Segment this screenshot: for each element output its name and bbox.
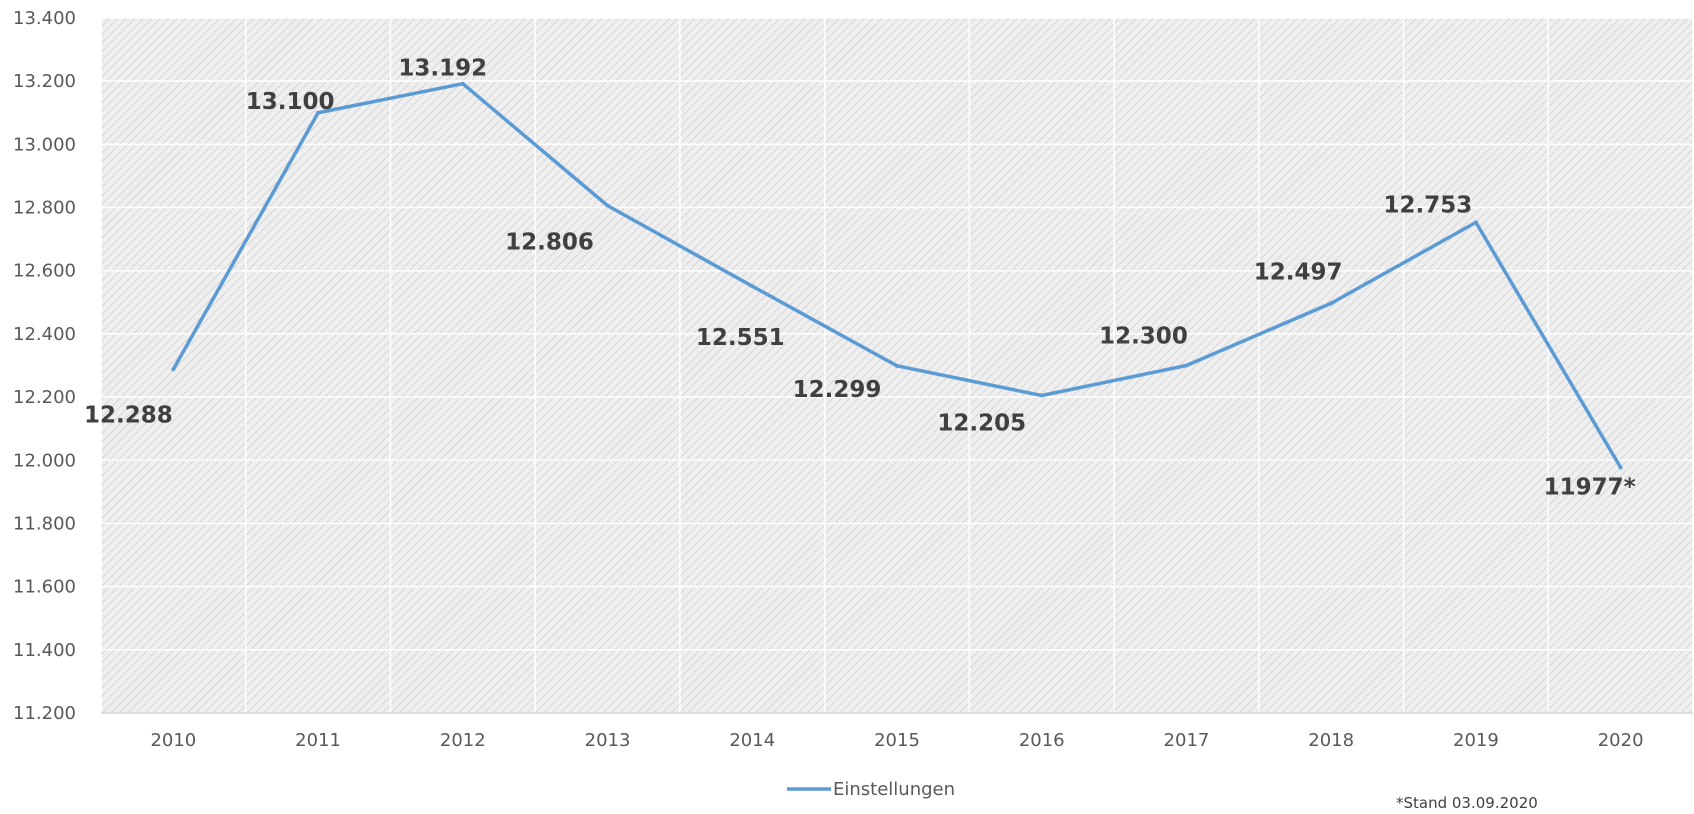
data-point	[1184, 363, 1189, 368]
data-label: 12.806	[505, 230, 594, 256]
data-label: 12.753	[1384, 192, 1473, 218]
data-label: 12.300	[1099, 324, 1188, 350]
data-point	[1473, 220, 1478, 225]
data-point	[1329, 301, 1334, 306]
data-point	[460, 81, 465, 86]
horizontal-gridlines	[101, 17, 1693, 714]
series-einstellungen	[171, 81, 1623, 470]
vertical-gridlines	[100, 18, 1694, 713]
x-tick-label: 2012	[440, 730, 486, 751]
data-point	[605, 203, 610, 208]
x-tick-label: 2011	[295, 730, 341, 751]
data-label: 13.192	[398, 56, 487, 82]
x-tick-label: 2017	[1164, 730, 1210, 751]
x-tick-label: 2018	[1308, 730, 1354, 751]
data-point	[171, 367, 176, 372]
footnote: *Stand 03.09.2020	[1396, 794, 1538, 812]
y-tick-label: 11.200	[13, 703, 76, 724]
x-tick-label: 2016	[1019, 730, 1065, 751]
data-label: 12.551	[696, 325, 785, 351]
data-labels: 12.288 13.100 13.192 12.806 12.551 12.299 12.2…	[84, 56, 1636, 501]
data-label: 12.205	[937, 411, 1026, 437]
y-tick-label: 13.200	[13, 71, 76, 92]
data-point	[1618, 465, 1623, 470]
y-tick-label: 12.000	[13, 450, 76, 471]
y-tick-label: 12.800	[13, 198, 76, 219]
x-tick-label: 2020	[1598, 730, 1644, 751]
data-label: 11977*	[1544, 475, 1636, 501]
y-tick-label: 11.400	[13, 640, 76, 661]
y-tick-label: 11.800	[13, 513, 76, 534]
data-label: 12.497	[1254, 259, 1343, 285]
data-label: 12.299	[793, 377, 882, 403]
y-tick-label: 13.000	[13, 134, 76, 155]
x-tick-label: 2019	[1453, 730, 1499, 751]
y-axis: 11.200 11.400 11.600 11.800 12.000 12.200 12.4…	[13, 8, 76, 724]
data-point	[316, 110, 321, 115]
x-tick-label: 2013	[585, 730, 631, 751]
y-tick-label: 12.400	[13, 324, 76, 345]
x-tick-label: 2015	[874, 730, 920, 751]
data-point	[895, 363, 899, 368]
x-axis: 2010 2011 2012 2013 2014 2015 2016 2017 2018 2019…	[101, 712, 1693, 751]
data-label: 12.288	[84, 402, 173, 428]
x-tick-label: 2014	[729, 730, 775, 751]
y-tick-label: 12.200	[13, 387, 76, 408]
y-tick-label: 11.600	[13, 577, 76, 598]
y-tick-label: 12.600	[13, 261, 76, 282]
y-tick-label: 13.400	[13, 8, 76, 29]
x-tick-label: 2010	[150, 730, 196, 751]
data-label: 13.100	[246, 89, 335, 115]
data-point	[1039, 393, 1044, 398]
legend: Einstellungen	[787, 779, 955, 800]
data-point	[750, 284, 755, 289]
legend-label: Einstellungen	[833, 779, 955, 800]
